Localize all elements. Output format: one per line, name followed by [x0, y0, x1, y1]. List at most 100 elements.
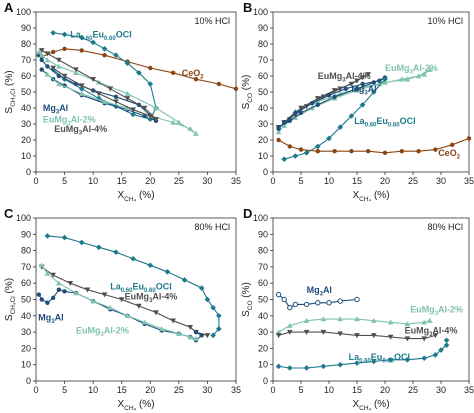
y-tick-label: 50 [258, 295, 268, 305]
data-point [315, 98, 321, 104]
x-tick-label: 15 [352, 385, 362, 395]
data-point [147, 113, 154, 119]
x-tick-label: 30 [436, 385, 446, 395]
data-point [354, 360, 360, 366]
condition-label: 80% HCl [194, 222, 230, 232]
condition-label: 10% HCl [194, 16, 230, 26]
x-tick-label: 0 [270, 176, 275, 186]
data-point [303, 329, 310, 335]
series-label: CeO2 [182, 68, 205, 81]
y-tick-label: 70 [258, 262, 268, 272]
data-point [320, 329, 327, 335]
data-point [118, 297, 125, 303]
series-EuMg3Al-4% [275, 329, 439, 342]
data-point [50, 272, 56, 278]
data-point [310, 101, 315, 106]
x-tick-label: 5 [298, 385, 303, 395]
y-axis-label: SCO (%) [241, 282, 254, 317]
data-point [124, 90, 131, 96]
x-tick-label: 20 [145, 176, 155, 186]
x-tick-label: 30 [202, 385, 212, 395]
y-tick-label: 10 [258, 151, 268, 161]
data-point [421, 336, 427, 342]
data-point [44, 71, 51, 77]
data-point [331, 88, 338, 94]
data-point [376, 81, 383, 87]
data-point [141, 319, 148, 325]
y-tick-label: 20 [258, 135, 268, 145]
data-point [56, 63, 62, 69]
y-tick-label: 40 [21, 311, 31, 321]
data-point [170, 119, 176, 125]
series-label: EuMg3Al-2% [76, 326, 129, 339]
data-point [360, 81, 365, 87]
data-point [78, 34, 85, 41]
y-tick-label: 20 [21, 343, 31, 353]
data-point [371, 80, 376, 85]
series-EuMg3Al-4% [38, 48, 159, 122]
data-point [292, 301, 299, 308]
x-tick-label: 10 [324, 176, 334, 186]
data-point [287, 144, 292, 149]
y-tick-label: 40 [258, 103, 268, 113]
x-tick-label: 0 [33, 176, 38, 186]
data-point [399, 76, 405, 82]
y-tick-label: 0 [26, 376, 31, 386]
data-point [315, 300, 321, 306]
data-point [38, 262, 45, 268]
data-point [349, 149, 354, 154]
data-point [96, 244, 102, 251]
plot-frame [35, 11, 237, 173]
y-tick-label: 0 [263, 167, 268, 177]
data-point [56, 287, 62, 292]
data-point [432, 352, 439, 358]
data-point [147, 81, 154, 87]
data-point [61, 234, 68, 241]
series-label: Mg3Al [307, 285, 332, 298]
data-point [371, 317, 377, 323]
x-tick-label: 5 [298, 176, 303, 186]
data-point [320, 316, 327, 322]
data-point [326, 300, 332, 306]
data-point [44, 270, 51, 276]
y-tick-label: 0 [263, 376, 268, 386]
data-point [56, 73, 62, 79]
data-point [56, 81, 62, 87]
data-point [102, 53, 107, 58]
y-tick-label: 70 [21, 55, 31, 65]
y-tick-label: 30 [258, 327, 268, 337]
data-point [404, 321, 411, 327]
series-CeO2 [39, 46, 239, 92]
data-point [90, 298, 96, 304]
panel-letter: B [243, 0, 252, 15]
data-point [337, 316, 343, 322]
y-tick-label: 30 [21, 327, 31, 337]
data-point [315, 149, 320, 154]
data-point [326, 93, 332, 98]
data-point [101, 46, 108, 52]
data-point [210, 332, 216, 339]
x-tick-label: 0 [270, 385, 275, 395]
y-tick-label: 20 [258, 343, 268, 353]
data-point [404, 336, 411, 342]
data-point [382, 150, 388, 155]
data-point [170, 318, 176, 324]
x-tick-label: 15 [117, 176, 127, 186]
data-point [78, 86, 85, 92]
data-point [73, 70, 79, 76]
y-axis-label: SCO (%) [241, 75, 254, 110]
series-La0.60Eu0.60OCl [281, 76, 388, 162]
y-tick-label: 20 [21, 135, 31, 145]
y-tick-label: 70 [21, 262, 31, 272]
data-point [276, 137, 281, 143]
series-label: La0.60Eu0.60OCl [110, 282, 171, 295]
data-point [359, 102, 366, 108]
data-point [337, 361, 343, 368]
data-point [466, 136, 472, 141]
data-point [320, 94, 327, 100]
x-tick-label: 35 [464, 385, 474, 395]
data-point [130, 107, 136, 113]
data-point [382, 79, 388, 85]
data-point [359, 75, 366, 81]
